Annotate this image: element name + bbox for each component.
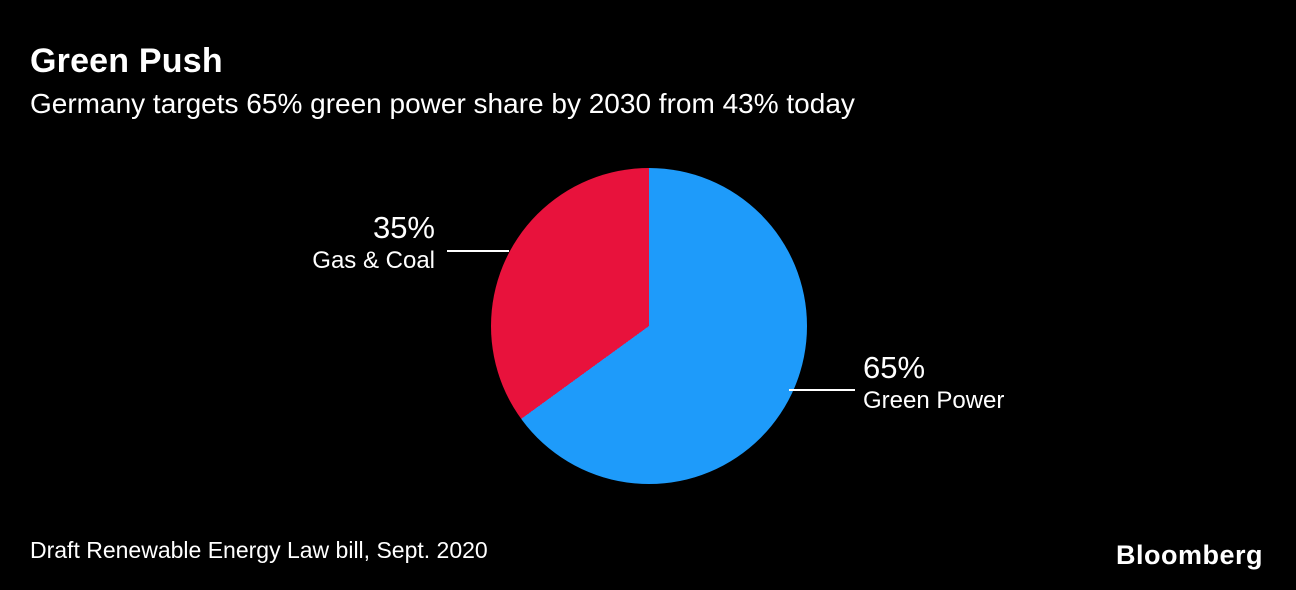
leader-line-gas-coal — [447, 250, 509, 252]
callout-green-power: 65% Green Power — [863, 350, 1004, 416]
green-power-name-label: Green Power — [863, 386, 1005, 414]
pie-chart — [491, 168, 807, 484]
chart-subtitle: Germany targets 65% green power share by… — [30, 88, 855, 119]
bloomberg-logo: Bloomberg — [1115, 540, 1263, 570]
gas-coal-percent-label: 35% — [372, 210, 435, 245]
callout-gas-coal: 35% Gas & Coal — [312, 210, 435, 276]
green-power-percent-label: 65% — [863, 350, 926, 385]
leader-line-green-power — [789, 389, 855, 391]
page-title: Green Push — [30, 42, 223, 80]
source-note: Draft Renewable Energy Law bill, Sept. 2… — [30, 537, 488, 563]
gas-coal-name-label: Gas & Coal — [312, 246, 435, 274]
